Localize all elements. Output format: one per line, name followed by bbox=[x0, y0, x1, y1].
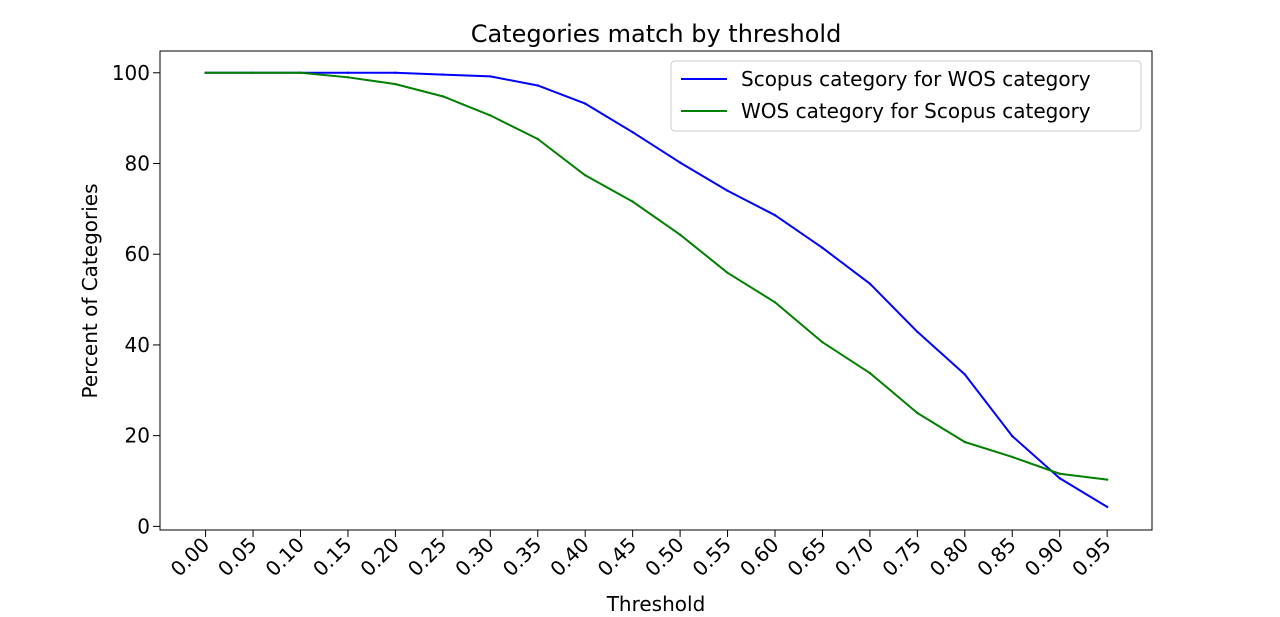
y-tick-label: 20 bbox=[125, 424, 150, 448]
data-point-series-0 bbox=[963, 373, 966, 376]
x-tick-label: 0.70 bbox=[830, 533, 878, 581]
chart-title: Categories match by threshold bbox=[471, 20, 842, 48]
series-line-1 bbox=[205, 71, 1108, 481]
legend-entry: Scopus category for WOS category bbox=[741, 67, 1091, 91]
data-point-series-1 bbox=[536, 137, 539, 141]
y-tick-label: 80 bbox=[125, 151, 150, 175]
data-point-series-0 bbox=[1058, 477, 1061, 480]
x-tick-label: 0.05 bbox=[213, 533, 261, 581]
legend-entry: WOS category for Scopus category bbox=[741, 99, 1091, 123]
x-tick-label: 0.45 bbox=[593, 533, 641, 581]
x-tick-label: 0.40 bbox=[545, 533, 593, 581]
data-point-series-0 bbox=[726, 189, 729, 192]
data-point-series-1 bbox=[868, 371, 872, 375]
x-tick-label: 0.15 bbox=[308, 533, 356, 581]
data-point-series-1 bbox=[1058, 472, 1061, 475]
x-tick-label: 0.00 bbox=[166, 533, 214, 581]
x-tick-label: 0.10 bbox=[261, 533, 309, 581]
y-axis-label: Percent of Categories bbox=[78, 183, 102, 398]
y-tick-label: 60 bbox=[125, 242, 150, 266]
data-point-series-1 bbox=[678, 233, 682, 236]
plot-frame bbox=[159, 50, 1153, 531]
x-tick-label: 0.60 bbox=[735, 533, 783, 581]
series-line-0 bbox=[205, 71, 1108, 508]
y-tick-label: 40 bbox=[125, 333, 150, 357]
x-axis-label: Threshold bbox=[606, 592, 706, 616]
data-point-series-0 bbox=[441, 73, 445, 76]
x-tick-label: 0.90 bbox=[1020, 533, 1068, 581]
x-tick-label: 0.95 bbox=[1067, 533, 1115, 581]
x-tick-label: 0.20 bbox=[355, 533, 403, 581]
data-point-series-0 bbox=[536, 84, 539, 87]
data-point-series-1 bbox=[821, 341, 824, 344]
data-point-series-1 bbox=[916, 411, 919, 415]
data-point-series-0 bbox=[1011, 434, 1014, 438]
x-tick-label: 0.30 bbox=[450, 533, 498, 581]
x-tick-label: 0.35 bbox=[498, 533, 546, 581]
y-tick-label: 0 bbox=[137, 514, 150, 538]
data-point-series-1 bbox=[1105, 478, 1109, 481]
x-tick-label: 0.75 bbox=[877, 533, 925, 581]
data-point-series-1 bbox=[299, 71, 302, 74]
data-point-series-1 bbox=[584, 174, 587, 177]
data-point-series-0 bbox=[678, 161, 682, 164]
data-point-series-0 bbox=[1105, 505, 1109, 509]
data-point-series-0 bbox=[346, 71, 350, 74]
data-point-series-1 bbox=[441, 95, 445, 98]
data-point-series-0 bbox=[631, 130, 634, 134]
x-tick-label: 0.80 bbox=[925, 533, 973, 581]
data-point-series-1 bbox=[346, 76, 350, 79]
data-point-series-0 bbox=[584, 102, 587, 105]
data-point-series-0 bbox=[489, 75, 492, 78]
data-point-series-1 bbox=[204, 71, 207, 74]
legend-box bbox=[670, 60, 1142, 132]
data-point-series-1 bbox=[726, 271, 729, 275]
data-point-series-0 bbox=[868, 282, 872, 285]
y-tick-label: 100 bbox=[112, 61, 150, 85]
x-tick-label: 0.65 bbox=[783, 533, 831, 581]
data-point-series-1 bbox=[394, 82, 397, 86]
data-point-series-0 bbox=[916, 330, 919, 333]
data-point-series-1 bbox=[631, 200, 634, 203]
legend: Scopus category for WOS category WOS cate… bbox=[670, 60, 1142, 132]
x-tick-label: 0.25 bbox=[403, 533, 451, 581]
data-point-series-0 bbox=[821, 246, 824, 250]
data-point-series-0 bbox=[394, 71, 397, 74]
x-tick-label: 0.85 bbox=[972, 533, 1020, 581]
x-tick-label: 0.50 bbox=[640, 533, 688, 581]
x-tick-label: 0.55 bbox=[688, 533, 736, 581]
data-point-series-0 bbox=[773, 214, 777, 217]
data-point-series-1 bbox=[773, 301, 777, 304]
data-point-series-1 bbox=[251, 71, 255, 74]
data-point-series-1 bbox=[1011, 455, 1014, 459]
data-point-series-1 bbox=[489, 114, 492, 117]
data-point-series-1 bbox=[963, 440, 966, 444]
